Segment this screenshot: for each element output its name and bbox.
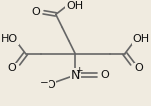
Text: O: O: [100, 70, 109, 80]
Text: O: O: [46, 80, 55, 90]
Text: N: N: [71, 69, 80, 82]
Text: −: −: [40, 78, 49, 88]
Text: HO: HO: [1, 34, 18, 44]
Text: OH: OH: [66, 1, 83, 11]
Text: +: +: [76, 66, 83, 75]
Text: O: O: [8, 63, 16, 73]
Text: OH: OH: [133, 34, 150, 44]
Text: O: O: [134, 63, 143, 73]
Text: O: O: [31, 7, 40, 17]
